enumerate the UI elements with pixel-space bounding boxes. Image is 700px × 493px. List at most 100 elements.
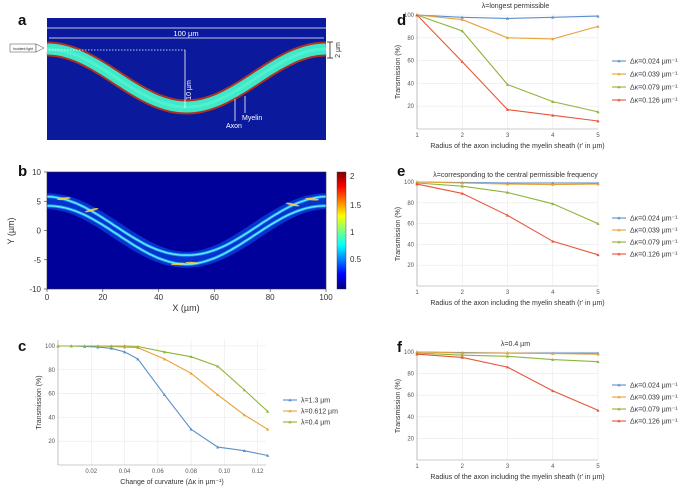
- panel-e-letter: e: [397, 163, 405, 180]
- panel-f-letter: f: [397, 339, 403, 356]
- legend-entry: Δκ=0.126 µm⁻¹: [630, 252, 678, 259]
- data-point: [551, 183, 555, 186]
- y-tick-label: 100: [404, 180, 415, 186]
- colorbar: [336, 171, 347, 290]
- legend-marker: [617, 383, 621, 387]
- legend-marker: [288, 420, 292, 424]
- data-point: [460, 181, 464, 185]
- data-point: [162, 393, 167, 397]
- y-tick-label: 80: [48, 368, 55, 374]
- panel-b: b 0 20 40 60 80 100 10 5 0 -5 -10 X (µm) Y (µm) 2…: [6, 163, 362, 313]
- x-tick-label: 5: [596, 133, 600, 139]
- data-point: [596, 222, 600, 225]
- chart-title: λ=longest permissible: [482, 3, 550, 10]
- y-tick-label: 20: [407, 263, 414, 269]
- data-point: [551, 357, 555, 361]
- data-point: [596, 182, 600, 186]
- data-point: [460, 353, 464, 357]
- y-tick-label: 100: [45, 344, 56, 350]
- data-point: [96, 344, 100, 348]
- data-point: [505, 36, 510, 40]
- data-point: [505, 182, 510, 186]
- data-point: [505, 16, 510, 20]
- x-tick-label: 80: [266, 293, 275, 302]
- y-tick-label: 20: [407, 436, 414, 442]
- data-point: [596, 408, 600, 412]
- x-tick-label: 3: [506, 290, 510, 296]
- legend-marker: [617, 228, 621, 232]
- chart-title: λ=corresponding to the central permissib…: [433, 172, 598, 179]
- y-tick-label: 80: [407, 36, 414, 42]
- field-band: [47, 205, 326, 266]
- y-tick-label: 40: [407, 81, 414, 87]
- data-point: [551, 15, 555, 19]
- panel-b-ylabel: Y (µm): [6, 217, 16, 244]
- data-point: [122, 350, 127, 354]
- data-point: [460, 355, 464, 359]
- y-axis-label: Transmission (%): [395, 207, 402, 261]
- legend-entry: Δκ=0.079 µm⁻¹: [630, 85, 678, 92]
- label-myelin: Myelin: [242, 115, 262, 122]
- x-axis-label: Change of curvature (Δκ in µm⁻¹): [120, 479, 223, 486]
- panel-b-xlabel: X (µm): [172, 303, 199, 313]
- legend-entry: Δκ=0.126 µm⁻¹: [630, 419, 678, 426]
- data-point: [109, 346, 113, 350]
- data-point: [122, 344, 127, 348]
- y-tick-label: 80: [407, 201, 414, 207]
- field-map-background: [47, 172, 326, 289]
- series-line: [58, 345, 268, 430]
- legend-marker: [617, 85, 621, 89]
- legend-entry: Δκ=0.079 µm⁻¹: [630, 240, 678, 247]
- colorbar-tick-label: 1: [350, 228, 355, 237]
- x-tick-label: 0.10: [219, 469, 231, 475]
- y-tick-label: 20: [407, 104, 414, 110]
- legend-marker: [617, 407, 621, 411]
- data-point: [69, 344, 73, 348]
- y-tick-label: -10: [29, 285, 41, 294]
- y-tick-label: 20: [48, 439, 55, 445]
- data-point: [136, 357, 140, 361]
- data-point: [551, 352, 555, 355]
- panel-c-letter: c: [18, 338, 26, 355]
- series-line: [58, 345, 268, 457]
- data-point: [242, 388, 246, 392]
- data-point: [415, 13, 419, 17]
- data-point: [162, 350, 167, 354]
- x-tick-label: 2: [461, 290, 465, 296]
- panel-e-chart: e 1 2 3 4 5 20 40 60 80 100 λ=corresponding to the …: [395, 163, 678, 307]
- legend-entry: Δκ=0.024 µm⁻¹: [630, 383, 678, 390]
- series-line: [58, 345, 269, 412]
- x-tick-label: 0.12: [252, 469, 264, 475]
- data-point: [266, 427, 270, 431]
- legend-entry: Δκ=0.079 µm⁻¹: [630, 407, 678, 414]
- y-tick-label: 40: [407, 415, 414, 421]
- y-tick-label: 100: [404, 13, 415, 19]
- data-point: [505, 213, 510, 217]
- data-point: [505, 190, 510, 194]
- legend-entry: Δκ=0.039 µm⁻¹: [630, 72, 678, 79]
- data-point: [216, 445, 220, 449]
- legend-entry: λ=0.4 µm: [301, 420, 330, 427]
- data-point: [460, 17, 464, 21]
- x-tick-label: 5: [596, 464, 600, 470]
- y-tick-label: 60: [407, 59, 414, 65]
- x-axis-label: Radius of the axon including the myelin …: [430, 474, 604, 481]
- legend-marker: [617, 216, 621, 220]
- legend-marker: [617, 59, 621, 63]
- legend-entry: λ=0.612 µm: [301, 409, 338, 416]
- legend-marker: [288, 398, 292, 402]
- x-tick-label: 0.08: [185, 469, 197, 475]
- panel-a-letter: a: [18, 12, 27, 29]
- colorbar-tick-label: 0.5: [350, 255, 362, 264]
- legend-entry: Δκ=0.039 µm⁻¹: [630, 395, 678, 402]
- data-point: [216, 393, 220, 397]
- data-point: [460, 191, 464, 195]
- legend-marker: [617, 252, 621, 256]
- field-hotspot: [185, 261, 200, 265]
- x-tick-label: 5: [596, 290, 600, 296]
- legend-marker: [617, 72, 621, 76]
- label-axon: Axon: [226, 123, 242, 130]
- data-point: [596, 110, 600, 114]
- data-point: [266, 453, 270, 457]
